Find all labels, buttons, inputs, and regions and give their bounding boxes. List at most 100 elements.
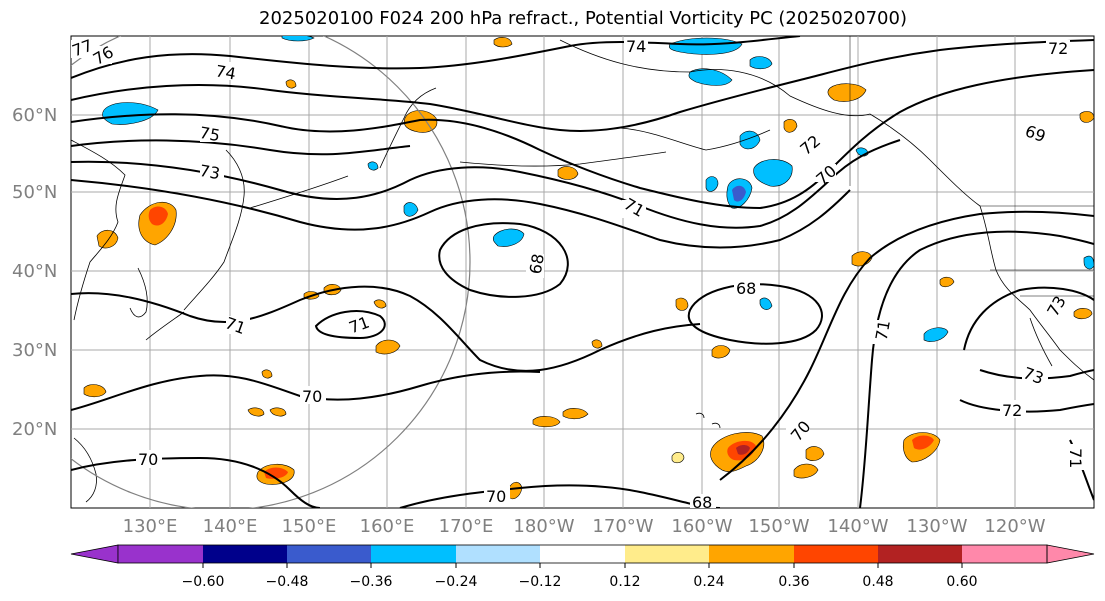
borders [849, 36, 1094, 297]
lon-label: 140°E [203, 516, 258, 537]
contour-label: 75 [198, 123, 221, 145]
pv-blob [912, 435, 934, 450]
colorbar-extend-low [70, 544, 119, 564]
pv-blob [671, 452, 685, 464]
colorbar-extend-high [1046, 544, 1095, 564]
pv-blob [711, 345, 731, 359]
contour-line [71, 39, 1094, 133]
pv-blob [403, 110, 438, 133]
coast-nw-america [869, 113, 1094, 381]
lon-label: 130°E [123, 516, 178, 537]
contour-line [71, 285, 701, 372]
colorbar: −0.60 −0.48 −0.36 −0.24 −0.12 0.12 0.24 … [70, 544, 1095, 590]
pv-blob [749, 56, 773, 70]
pv-blob [373, 299, 387, 309]
lat-label: 20°N [12, 419, 57, 440]
lat-label: 30°N [12, 340, 57, 361]
coast-alaska-peninsula [619, 127, 771, 151]
lon-label: 170°W [592, 516, 653, 537]
coast-asia [71, 139, 126, 321]
coast-baja [1029, 317, 1053, 367]
contour-line [71, 456, 321, 508]
pv-blob [827, 83, 867, 102]
pv-blob [264, 467, 288, 479]
contour-label: 68 [526, 252, 548, 275]
coast-japan [183, 149, 245, 311]
pv-blob [739, 130, 761, 150]
pv-blob [759, 297, 773, 310]
latitude-labels: 60°N 50°N 40°N 30°N 20°N [12, 105, 57, 440]
lat-label: 60°N [12, 105, 57, 126]
pv-blob [923, 327, 949, 342]
pv-blob [493, 37, 513, 48]
contour-line [859, 230, 1094, 508]
pv-blob [793, 463, 819, 479]
contour-line [71, 139, 901, 229]
colorbar-tick-label: −0.48 [266, 574, 309, 590]
pv-blob [492, 228, 525, 247]
contour-label: 70 [486, 487, 506, 506]
contour-labels: 77 76 74 74 72 75 73 72 70 69 71 68 68 7… [71, 36, 1085, 512]
contour-line [719, 210, 1094, 481]
lon-label: 140°W [827, 516, 888, 537]
colorbar-outline [117, 544, 1048, 564]
pv-blob [675, 297, 689, 311]
contour-label: 70 [302, 387, 322, 406]
lat-label: 50°N [12, 182, 57, 203]
contour-line [71, 179, 851, 249]
coast-aleutians [459, 151, 667, 167]
pv-blob [705, 176, 719, 192]
colorbar-tick-label: −0.36 [350, 574, 393, 590]
gridlines [71, 36, 1094, 508]
pv-blob [281, 36, 315, 42]
chart-title: 2025020100 F024 200 hPa refract., Potent… [259, 8, 907, 29]
contour-line [314, 310, 386, 340]
contours [71, 36, 1094, 508]
contour-label: 74 [626, 37, 646, 56]
pv-blob [805, 446, 825, 461]
coast-taiwan-ph [73, 437, 97, 503]
lat-label: 40°N [12, 261, 57, 282]
pv-blob [939, 276, 955, 288]
contour-label: 70 [138, 450, 158, 469]
colorbar-bin [371, 545, 456, 563]
coast-kamchatka [379, 87, 437, 169]
contour-line [71, 36, 801, 79]
contour-line [71, 69, 1094, 210]
contour-label: 68 [736, 279, 756, 298]
pv-blob [1073, 308, 1093, 320]
map-frame [70, 35, 1095, 509]
colorbar-tick-label: 0.36 [778, 574, 809, 590]
pv-blob [269, 407, 287, 417]
contour-label: 71 [872, 319, 894, 342]
colorbar-tick-label: 0.24 [693, 574, 724, 590]
colorbar-bin [203, 545, 287, 563]
lon-label: 130°W [906, 516, 967, 537]
contour-line [71, 139, 411, 156]
lon-label: 180°W [513, 516, 574, 537]
contour-label: 68 [692, 493, 712, 512]
pv-blob [557, 166, 579, 180]
lon-label: 150°E [282, 516, 337, 537]
contour-label: 71 [1066, 448, 1085, 468]
contour-label: 72 [1048, 39, 1068, 58]
contour-line [438, 222, 569, 298]
lon-label: 150°W [748, 516, 809, 537]
pv-blob [669, 37, 743, 55]
coast-japan-south [145, 311, 185, 341]
pv-blob [83, 384, 107, 398]
colorbar-bin [625, 545, 709, 563]
contour-line [979, 369, 1094, 380]
pv-blob [753, 159, 793, 187]
pv-blob [285, 79, 297, 89]
pv-blob [1083, 255, 1094, 270]
longitude-labels: 130°E 140°E 150°E 160°E 170°E 180°W 170°… [123, 516, 1046, 537]
pv-blob [562, 408, 589, 420]
coastlines [71, 39, 1094, 503]
pv-blob [367, 161, 379, 171]
colorbar-tick-label: 0.48 [862, 574, 893, 590]
lon-label: 120°W [984, 516, 1045, 537]
pv-blob [247, 407, 265, 417]
range-circle [71, 36, 471, 508]
